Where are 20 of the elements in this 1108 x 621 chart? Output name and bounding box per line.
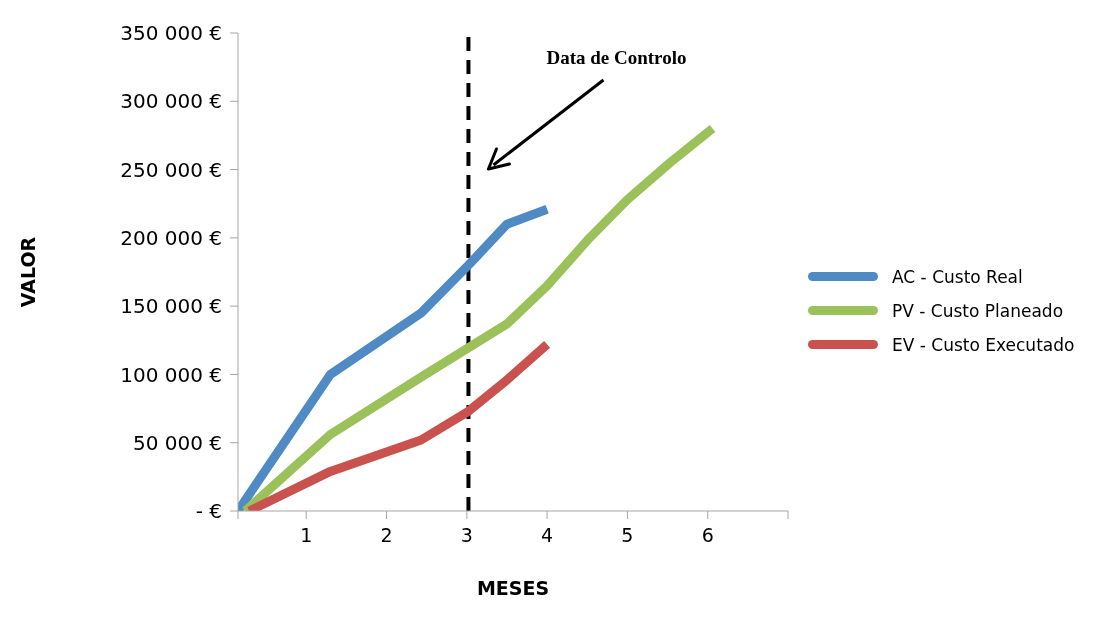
x-tick-label: 4	[541, 524, 554, 547]
legend-label: AC - Custo Real	[892, 266, 1023, 287]
x-tick-label: 3	[460, 524, 473, 547]
y-tick-label: 200 000 €	[120, 225, 222, 250]
y-tick-label: 250 000 €	[120, 157, 222, 182]
x-axis-title: MESES	[476, 577, 550, 599]
x-tick-label: 1	[300, 524, 313, 547]
y-axis-title: VALOR	[16, 236, 39, 308]
y-tick-label: - €	[195, 499, 222, 524]
y-tick-label: 150 000 €	[120, 294, 222, 319]
y-tick-label: 300 000 €	[120, 89, 222, 114]
x-tick-label: 2	[380, 524, 393, 547]
legend-label: EV - Custo Executado	[892, 334, 1075, 355]
legend-label: PV - Custo Planeado	[892, 300, 1064, 321]
y-tick-label: 50 000 €	[132, 430, 222, 455]
y-tick-label: 100 000 €	[120, 362, 222, 387]
x-tick-label: 5	[621, 524, 634, 547]
y-tick-label: 350 000 €	[120, 21, 222, 46]
annotation: Data de Controlo	[546, 47, 687, 68]
x-tick-label: 6	[701, 524, 714, 547]
